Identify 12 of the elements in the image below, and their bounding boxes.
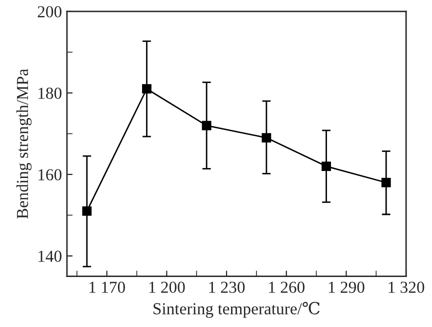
x-tick-label: 1 170	[90, 282, 125, 293]
x-axis-title: Sintering temperature/℃	[154, 302, 320, 318]
y-axis-title: Bending strength/MPa	[16, 68, 32, 219]
y-tick-label: 180	[38, 88, 62, 99]
y-tick-label: 160	[38, 169, 62, 180]
x-tick-label: 1 200	[149, 282, 185, 293]
x-tick-label: 1 290	[328, 282, 364, 293]
x-tick-label: 1 260	[269, 282, 305, 293]
x-tick-label: 1 320	[388, 282, 424, 293]
x-tick-label: 1 230	[209, 282, 245, 293]
y-tick-label: 200	[38, 6, 62, 18]
y-tick-label: 140	[38, 250, 62, 262]
